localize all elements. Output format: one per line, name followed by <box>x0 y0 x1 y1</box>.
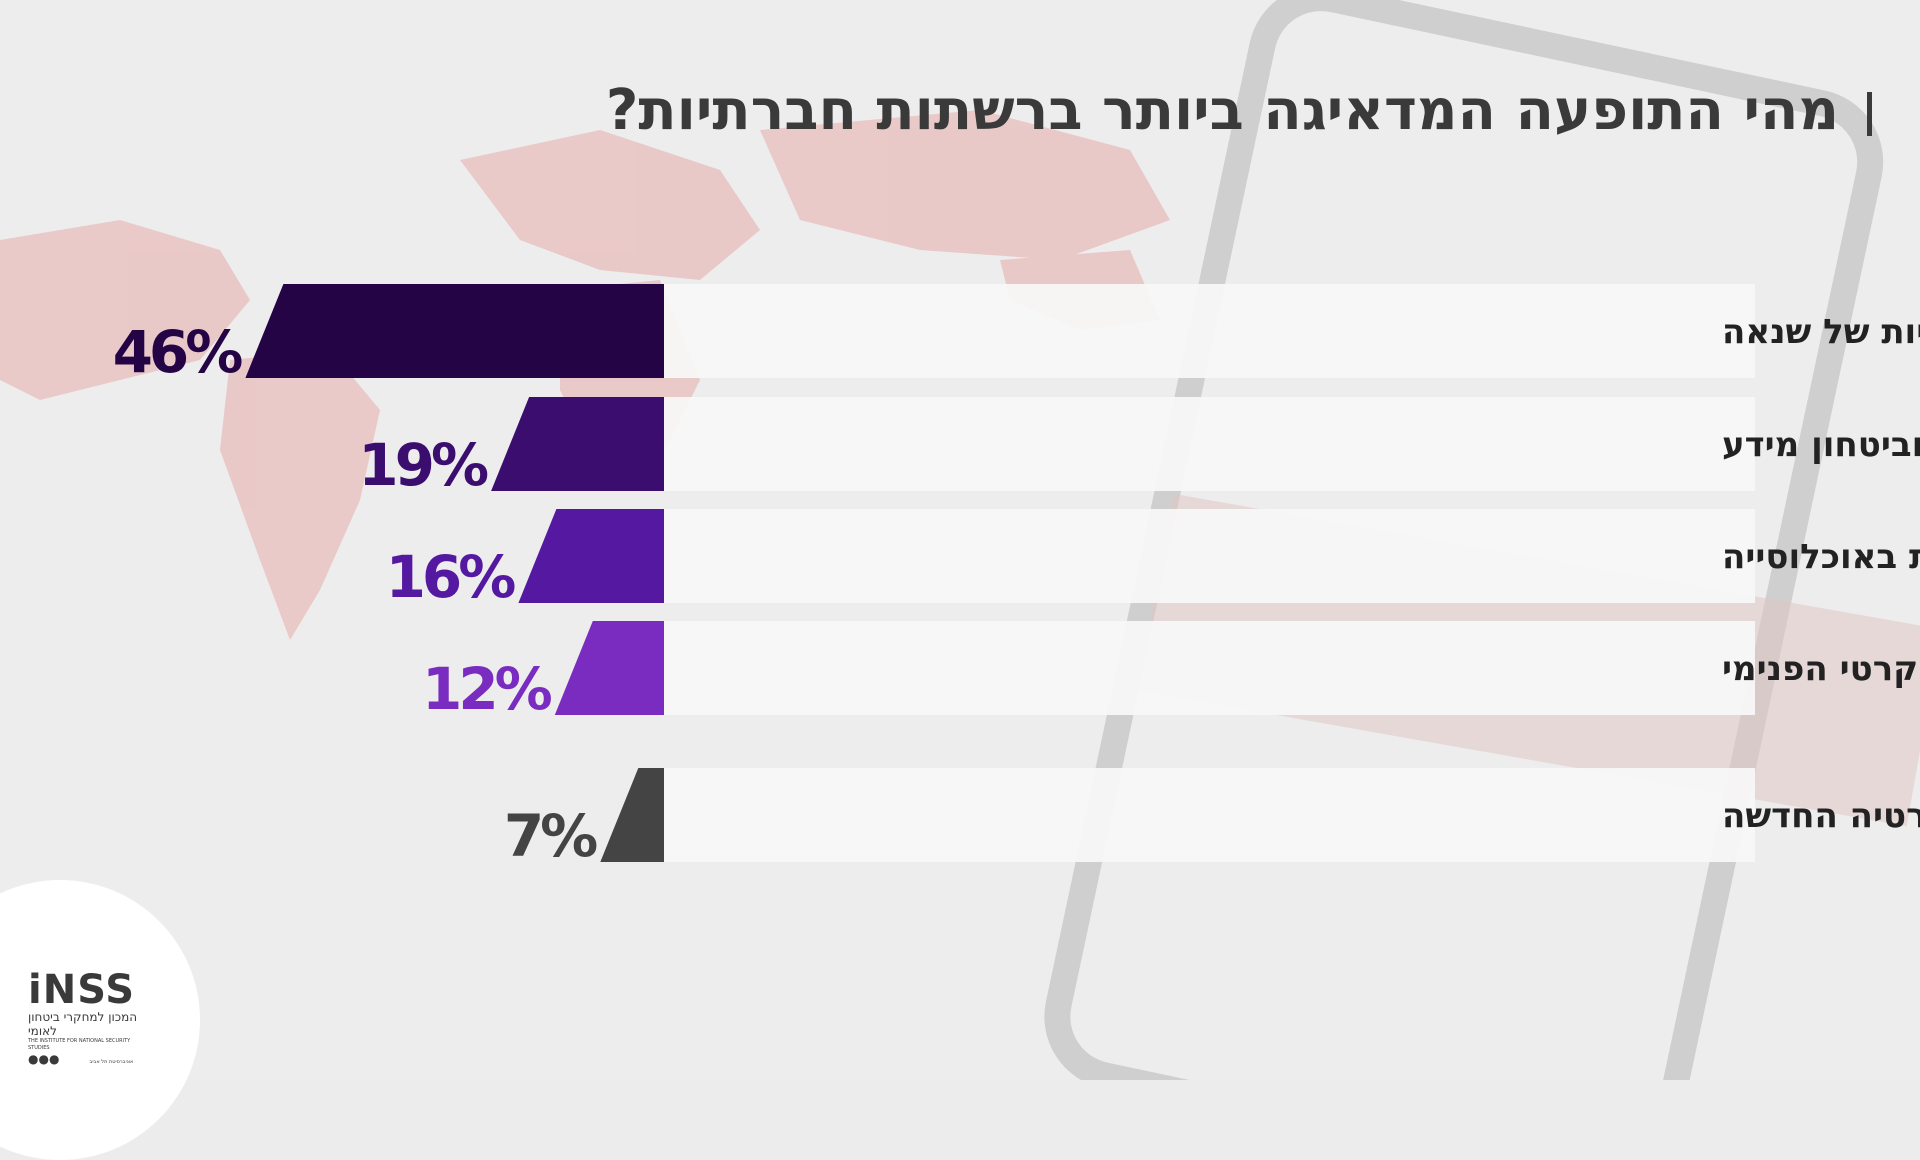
category-label: היעדר פרטיות וביטחון מידע <box>1722 425 1920 465</box>
value-label: 12% <box>422 655 552 723</box>
page-title: מהי התופעה המדאיגה ביותר ברשתות חברתיות? <box>606 78 1872 143</box>
logo-english-name: THE INSTITUTE FOR NATIONAL SECURITY STUD… <box>28 1038 131 1051</box>
value-label: 16% <box>386 543 516 611</box>
bar <box>554 621 664 715</box>
category-panel <box>664 768 1755 862</box>
category-label: התערבות גורמים זרים ומקומיים על השיח הדמ… <box>1722 649 1920 689</box>
value-label: 19% <box>358 431 488 499</box>
category-panel <box>664 284 1755 378</box>
value-label: 46% <box>113 318 243 386</box>
logo-wordmark: iNSS <box>28 967 136 1013</box>
category-panel <box>664 621 1755 715</box>
bar <box>600 768 664 862</box>
category-panel <box>664 397 1755 491</box>
value-label: 7% <box>504 802 597 870</box>
category-label: אני לא מודאג.ת, זו הדמוקרטיה החדשה <box>1722 796 1920 836</box>
logo-hebrew-name: המכון למחקרי ביטחון לאומי <box>28 1010 138 1038</box>
category-panel <box>664 509 1755 603</box>
title-text: מהי התופעה המדאיגה ביותר ברשתות חברתיות? <box>605 78 1839 143</box>
category-label: בריונות והתבטאויות של שנאה <box>1722 312 1920 352</box>
logo-dots-icon: ●●● אוניברסיטת תל אביב <box>28 1052 148 1069</box>
bar <box>518 509 664 603</box>
bar <box>491 397 664 491</box>
logo-university: אוניברסיטת תל אביב <box>89 1059 134 1065</box>
bar-chart: בריונות והתבטאויות של שנאה 46% היעדר פרטיו… <box>113 284 1920 870</box>
title-accent-bar <box>1867 91 1872 136</box>
inss-logo: iNSS המכון למחקרי ביטחון לאומי THE INSTI… <box>28 970 148 1069</box>
category-label: הגברת הקיטוב בין קבוצות באוכלוסייה <box>1722 537 1920 577</box>
bar <box>245 284 664 378</box>
